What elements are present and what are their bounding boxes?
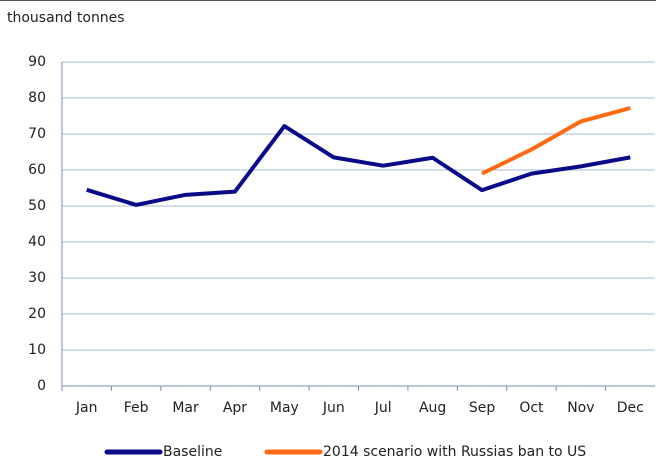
x-tick-label: Nov: [567, 400, 594, 416]
y-tick-label: 20: [28, 306, 46, 322]
series-line: [481, 106, 631, 176]
y-tick-label: 60: [28, 162, 46, 178]
x-tick-label: Aug: [419, 400, 446, 416]
x-tick-label: Feb: [124, 400, 149, 416]
x-tick-label: Mar: [172, 400, 199, 416]
y-tick-label: 90: [28, 54, 46, 70]
legend-label: 2014 scenario with Russias ban to US: [323, 444, 586, 460]
x-tick-label: Oct: [519, 400, 544, 416]
y-axis-title: thousand tonnes: [7, 10, 125, 26]
y-tick-label: 0: [37, 378, 46, 394]
y-tick-label: 80: [28, 90, 46, 106]
x-tick-label: Apr: [223, 400, 247, 416]
series-line: [86, 124, 631, 207]
x-tick-label: Jul: [374, 400, 392, 416]
x-tick-label: Jun: [322, 400, 345, 416]
x-tick-label: Jan: [75, 400, 98, 416]
y-tick-label: 40: [28, 234, 46, 250]
y-tick-label: 70: [28, 126, 46, 142]
y-tick-label: 50: [28, 198, 46, 214]
legend-label: Baseline: [163, 444, 222, 460]
y-tick-label: 30: [28, 270, 46, 286]
x-tick-label: Sep: [469, 400, 496, 416]
x-tick-label: Dec: [617, 400, 644, 416]
y-tick-label: 10: [28, 342, 46, 358]
x-tick-label: May: [270, 400, 299, 416]
